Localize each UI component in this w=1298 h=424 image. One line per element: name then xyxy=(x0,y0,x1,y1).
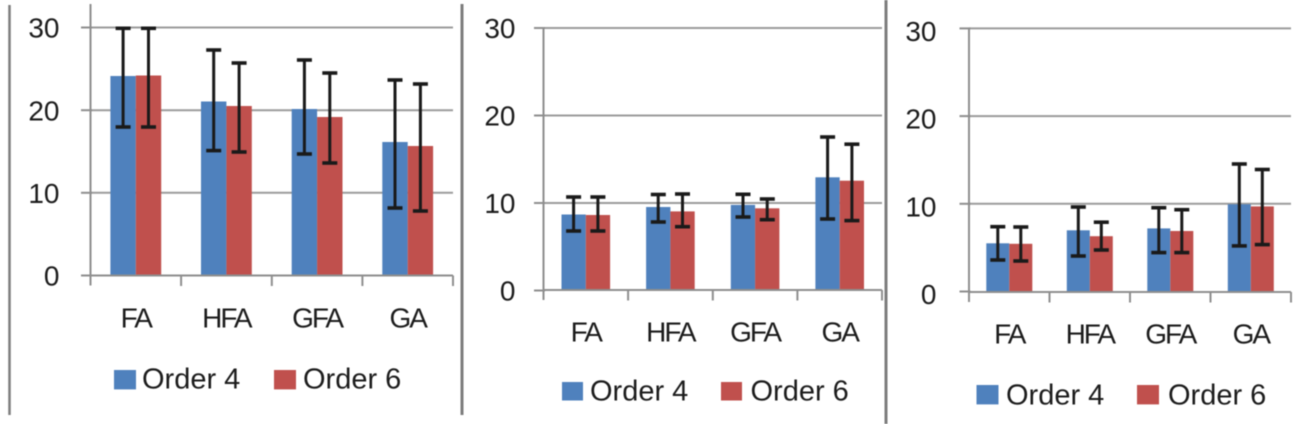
svg-text:FA: FA xyxy=(121,303,154,334)
svg-text:GA: GA xyxy=(821,317,860,348)
svg-text:0: 0 xyxy=(500,276,516,307)
svg-text:Order 4: Order 4 xyxy=(142,364,240,396)
svg-text:HFA: HFA xyxy=(646,317,697,348)
svg-text:0: 0 xyxy=(44,261,60,292)
svg-text:0: 0 xyxy=(921,279,937,310)
svg-text:10: 10 xyxy=(28,178,59,209)
svg-text:GA: GA xyxy=(389,303,428,334)
svg-text:10: 10 xyxy=(484,188,515,219)
svg-text:GA: GA xyxy=(1233,319,1272,350)
svg-text:GFA: GFA xyxy=(1145,319,1197,350)
svg-text:HFA: HFA xyxy=(1066,319,1117,350)
svg-text:FA: FA xyxy=(571,317,604,348)
svg-text:Order 4: Order 4 xyxy=(590,376,688,408)
svg-text:30: 30 xyxy=(484,13,515,44)
svg-text:GFA: GFA xyxy=(292,303,344,334)
svg-text:Order 4: Order 4 xyxy=(1006,380,1104,412)
svg-text:Order 6: Order 6 xyxy=(751,376,849,408)
svg-text:20: 20 xyxy=(905,104,936,135)
svg-text:FA: FA xyxy=(994,319,1027,350)
svg-text:Order 6: Order 6 xyxy=(1168,380,1266,412)
svg-text:Order 6: Order 6 xyxy=(303,364,401,396)
svg-text:GFA: GFA xyxy=(730,317,782,348)
svg-text:HFA: HFA xyxy=(202,303,253,334)
svg-text:30: 30 xyxy=(905,16,936,47)
svg-text:20: 20 xyxy=(484,101,515,132)
svg-text:30: 30 xyxy=(28,13,59,44)
svg-text:10: 10 xyxy=(905,191,936,222)
svg-text:20: 20 xyxy=(28,95,59,126)
